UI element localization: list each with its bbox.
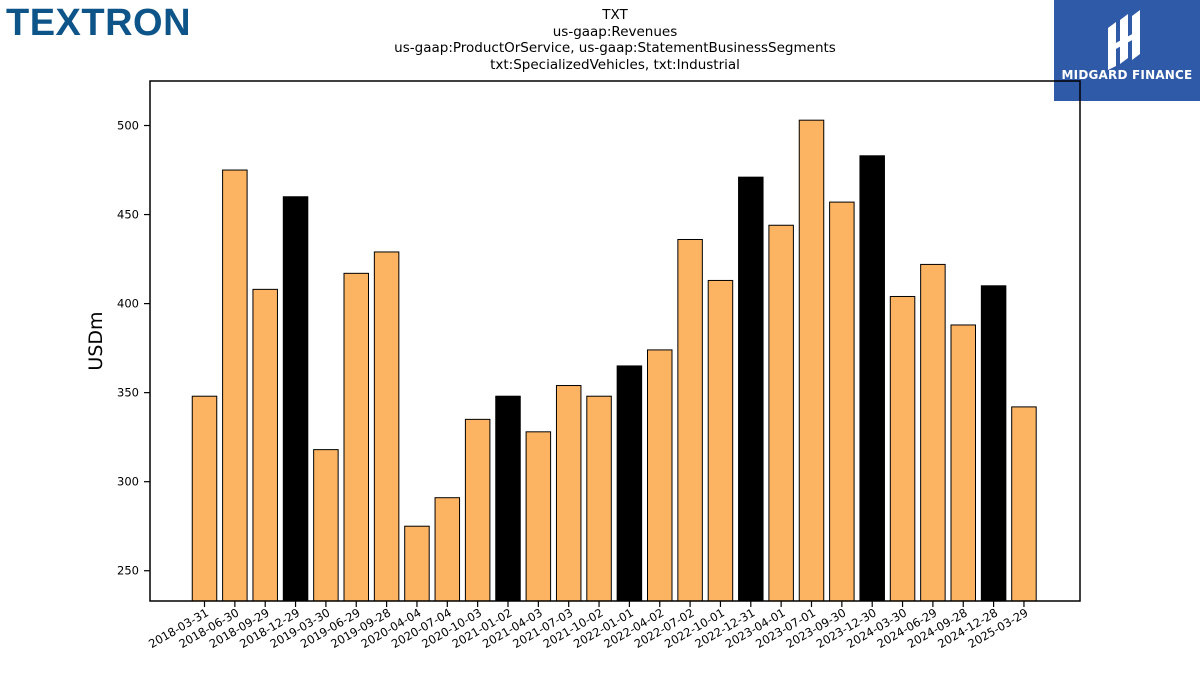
bar-2018-06-30: [222, 169, 248, 602]
y-axis-label: USDm: [85, 311, 107, 370]
bar-2020-10-03: [464, 418, 491, 602]
y-tick-label: 350: [117, 386, 139, 400]
title-line: txt:SpecializedVehicles, txt:Industrial: [490, 56, 740, 73]
y-tick-label: 500: [117, 119, 139, 133]
y-tick-label: 300: [117, 475, 139, 489]
bar-2024-03-30: [889, 295, 916, 602]
bar-2024-09-28: [950, 324, 976, 602]
plot-frame: [149, 80, 1081, 602]
bar-2023-04-01: [768, 224, 794, 602]
bar-2021-10-02: [586, 395, 612, 602]
partner-name: MIDGARD FINANCE: [1061, 68, 1193, 82]
bar-2022-12-31: [738, 176, 764, 602]
title-line: TXT: [602, 7, 628, 23]
midgard-finance-logo: MIDGARD FINANCE: [1054, 0, 1200, 101]
y-tick-label: 400: [117, 297, 139, 311]
bar-2024-06-29: [920, 263, 946, 602]
textron-logo: TEXTRON: [6, 2, 192, 44]
y-tick-label: 250: [117, 564, 139, 578]
bar-2018-09-29: [252, 288, 278, 602]
midgard-mark-icon: [1108, 10, 1140, 70]
bar-2021-07-03: [555, 385, 582, 602]
bar-2019-06-29: [343, 272, 369, 602]
bar-2023-07-01: [798, 119, 825, 602]
bar-2019-03-30: [313, 449, 339, 602]
bar-2022-07-02: [677, 238, 703, 602]
y-axis: 250 300 350 400 450 500: [117, 119, 150, 578]
bars-group: [191, 119, 1037, 602]
bar-2019-09-28: [373, 251, 400, 602]
title-line: us-gaap:Revenues: [552, 23, 678, 40]
bar-2018-03-31: [191, 395, 218, 602]
bar-2020-04-04: [404, 525, 430, 602]
y-tick-label: 450: [117, 208, 139, 222]
title-line: us-gaap:ProductOrService, us-gaap:Statem…: [394, 40, 836, 56]
bar-2022-01-01: [616, 365, 643, 602]
bar-2022-10-01: [707, 279, 734, 602]
bar-2022-04-02: [647, 349, 673, 602]
bar-2018-12-29: [282, 196, 309, 602]
bar-2020-07-04: [434, 497, 461, 602]
chart-title: TXT us-gaap:Revenues us-gaap:ProductOrSe…: [150, 7, 1080, 73]
bar-2023-12-30: [859, 155, 885, 602]
bar-2021-01-02: [495, 395, 521, 602]
bar-2024-12-28: [980, 285, 1007, 602]
bar-2023-09-30: [829, 201, 855, 602]
x-axis: 2018-03-312018-06-302018-09-292018-12-29…: [146, 601, 1030, 651]
bar-2021-04-03: [525, 431, 552, 602]
bar-2025-03-29: [1011, 406, 1037, 602]
